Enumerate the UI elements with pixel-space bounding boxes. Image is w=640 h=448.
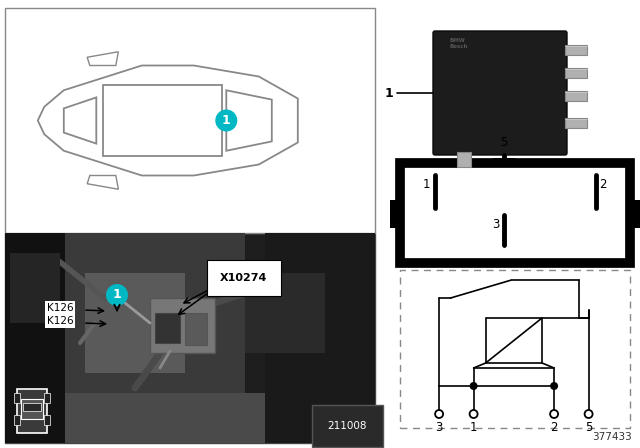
Bar xyxy=(474,368,554,386)
Text: 5: 5 xyxy=(585,421,592,434)
FancyBboxPatch shape xyxy=(433,31,567,155)
Bar xyxy=(5,233,65,443)
Bar xyxy=(155,313,180,343)
PathPatch shape xyxy=(565,15,580,153)
Text: BMW
Bosch: BMW Bosch xyxy=(450,38,468,49)
PathPatch shape xyxy=(87,52,118,65)
PathPatch shape xyxy=(103,85,223,156)
Bar xyxy=(44,415,50,425)
Text: 5: 5 xyxy=(500,136,507,149)
Bar xyxy=(14,415,20,425)
Bar xyxy=(23,403,41,411)
Circle shape xyxy=(550,410,558,418)
Circle shape xyxy=(215,109,237,132)
Bar xyxy=(565,45,587,55)
Circle shape xyxy=(470,410,477,418)
Bar xyxy=(44,393,50,403)
Bar xyxy=(10,253,60,323)
Text: 1: 1 xyxy=(470,421,477,434)
PathPatch shape xyxy=(227,90,272,151)
Bar xyxy=(457,152,471,167)
Circle shape xyxy=(435,410,443,418)
Text: K126: K126 xyxy=(47,316,74,326)
Bar xyxy=(17,389,47,433)
Text: 3: 3 xyxy=(435,421,443,434)
Bar xyxy=(21,399,43,419)
Bar xyxy=(629,200,640,228)
Text: 2: 2 xyxy=(550,421,558,434)
Text: 2: 2 xyxy=(600,178,607,191)
Bar xyxy=(5,8,375,233)
Bar xyxy=(390,200,401,228)
Bar xyxy=(486,318,542,363)
Bar xyxy=(185,313,207,345)
Bar xyxy=(65,393,265,443)
Text: 1: 1 xyxy=(222,114,230,127)
Bar xyxy=(565,118,587,128)
Text: X10274: X10274 xyxy=(220,273,268,283)
Text: 377433: 377433 xyxy=(592,432,632,442)
PathPatch shape xyxy=(38,65,298,176)
Circle shape xyxy=(106,284,128,306)
Bar xyxy=(400,163,630,263)
Bar xyxy=(5,233,375,443)
Bar xyxy=(150,298,215,353)
Text: 1: 1 xyxy=(113,289,122,302)
Bar xyxy=(65,233,245,403)
Bar xyxy=(565,68,587,78)
Text: 211008: 211008 xyxy=(328,421,367,431)
Bar xyxy=(565,91,587,101)
Text: K126: K126 xyxy=(47,303,74,313)
Bar xyxy=(400,270,630,428)
Bar xyxy=(14,393,20,403)
PathPatch shape xyxy=(435,15,580,33)
PathPatch shape xyxy=(64,97,96,144)
Circle shape xyxy=(550,382,558,390)
Text: 1: 1 xyxy=(423,178,431,191)
Text: 3: 3 xyxy=(492,218,499,231)
Circle shape xyxy=(470,382,477,390)
Text: 1: 1 xyxy=(385,86,394,99)
Bar xyxy=(85,273,185,373)
PathPatch shape xyxy=(87,176,118,189)
Bar xyxy=(265,233,375,443)
Circle shape xyxy=(584,410,593,418)
Bar xyxy=(245,273,325,353)
